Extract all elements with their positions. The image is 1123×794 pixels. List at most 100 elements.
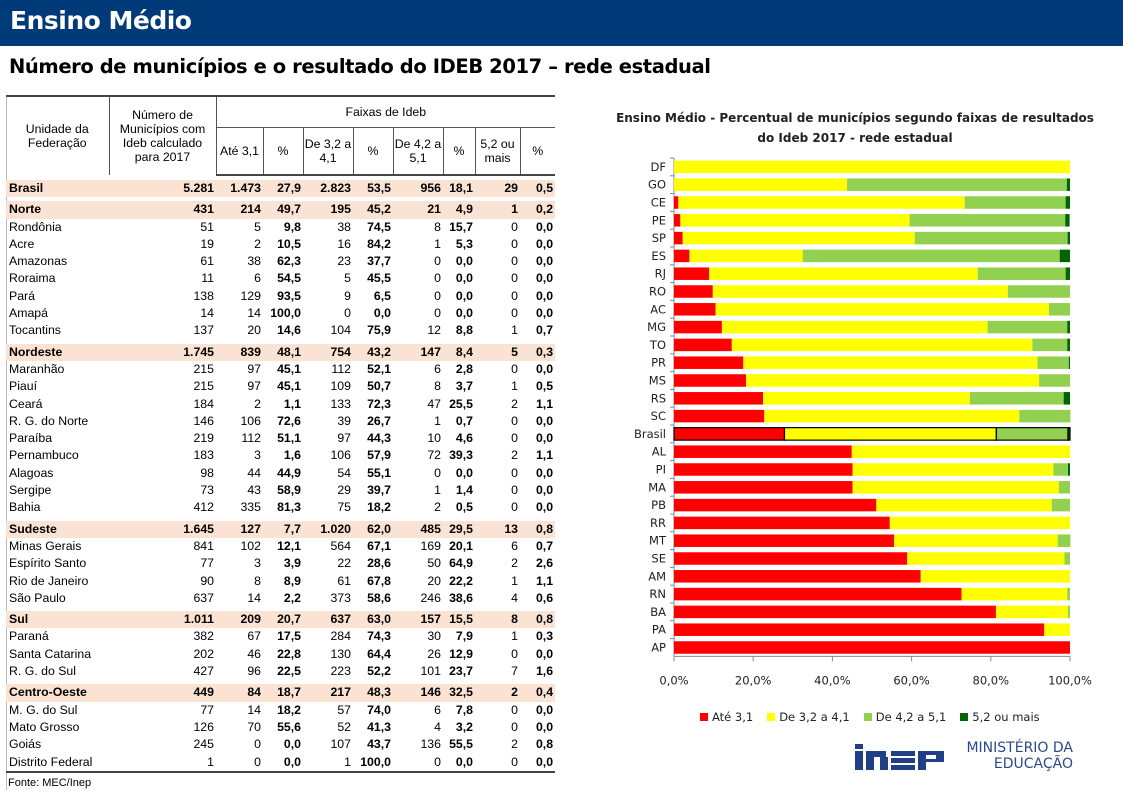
table-row: Minas Gerais 841 102 12,1 564 67,1 169 20,1 6 0,7 [6,538,555,555]
table-row: Maranhão 215 97 45,1 112 52,1 6 2,8 0 0,0 [6,361,555,378]
table-row: Santa Catarina 202 46 22,8 130 64,4 26 12,9 0 0,0 [6,646,555,663]
row-label: Sul [6,611,109,629]
cell-value: 46 [247,646,261,661]
cell-value: 2,6 [535,556,554,571]
bar-segment-MA-0 [674,481,853,494]
cell-value: 6 [434,702,441,717]
table-row: Acre 19 2 10,5 16 84,2 1 5,3 0 0,0 [6,236,555,253]
cell-value: 0 [511,254,518,269]
bar-segment-RS-3 [1063,392,1070,405]
bar-segment-MA-1 [852,481,1059,494]
cell-value: 39,7 [367,483,391,498]
page-subtitle: Número de municípios e o resultado do ID… [9,55,711,78]
cell-value: 62,0 [353,520,393,538]
cell-value: 0 [393,753,443,773]
bar-segment-RJ-0 [674,267,710,280]
y-tick-label: RJ [655,267,666,281]
cell-value: 18,2 [367,500,391,515]
cell-value: 0,0 [535,236,554,251]
cell-value: 184 [193,396,214,411]
cell-value: 67,8 [367,573,391,588]
cell-value: 6 [511,538,518,553]
cell-value: 637 [303,611,353,629]
bar-segment-RO-1 [712,285,1008,298]
bar-segment-ES-2 [802,249,1060,263]
cell-value: 0,0 [455,306,473,321]
cell-value: 217 [303,684,353,702]
cell-value: 0,0 [535,361,554,376]
y-tick-label: DF [651,160,666,174]
cell-value: 72,6 [277,413,301,428]
cell-value: 84 [216,684,263,702]
cell-value: 169 [420,538,441,553]
row-label: Santa Catarina [9,646,92,661]
x-tick-label: 60,0% [893,673,930,687]
row-label: Norte [6,201,109,219]
cell-value: 1.011 [109,611,216,629]
table-row: Paraná 382 67 17,5 284 74,3 30 7,9 1 0,3 [6,628,555,645]
cell-value: 62,3 [277,254,301,269]
inep-logo [855,744,944,770]
bar-segment-SC-0 [674,409,765,423]
cell-value: 14 [247,306,261,321]
cell-value: 51 [200,219,214,234]
cell-value: 130 [330,646,351,661]
y-tick-label: RR [650,516,666,530]
cell-value: 37,7 [367,254,391,269]
bar-segment-RJ-2 [977,267,1066,280]
row-label: Minas Gerais [9,538,82,553]
cell-value: 77 [200,556,214,571]
bar-segment-SP-0 [674,231,683,245]
y-tick-label: RS [651,391,666,405]
bar-segment-RJ-1 [709,267,978,280]
cell-value: 0 [511,306,518,321]
sub-header: % [353,127,394,176]
cell-value: 38,6 [449,590,473,605]
cell-value: 2 [511,737,518,752]
sub-header: Até 3,1 [216,127,264,176]
cell-value: 485 [393,520,443,538]
cell-value: 0 [511,413,518,428]
cell-value: 0,8 [520,611,556,629]
cell-value: 0,0 [535,719,554,734]
x-tick-label: 40,0% [814,673,851,687]
cell-value: 29 [475,180,520,198]
bar-segment-GO-3 [1066,178,1070,191]
bar-segment-CE-2 [964,196,1066,209]
row-label: Amazonas [9,254,68,269]
cell-value: 0 [434,288,441,303]
cell-value: 96 [247,664,261,679]
cell-value: 52 [337,719,351,734]
legend-item: Até 3,1 [700,710,753,724]
cell-value: 32,5 [443,684,475,702]
bar-segment-SC-1 [764,409,1020,423]
cell-value: 0,0 [535,288,554,303]
legend-swatch [960,713,969,721]
row-label: Nordeste [6,343,109,361]
cell-value: 57,9 [367,448,391,463]
bar-segment-PA-0 [674,623,1045,636]
x-tick-label: 100,0% [1048,673,1092,687]
table-row: Rondônia 51 5 9,8 38 74,5 8 15,7 0 0,0 [6,219,555,236]
cell-value: 1.473 [216,180,263,198]
cell-value: 5 [475,343,520,361]
sub-header: % [443,127,476,176]
cell-value: 39,3 [449,448,473,463]
cell-value: 0 [475,753,520,773]
cell-value: 70 [247,719,261,734]
cell-value: 75 [337,500,351,515]
row-label: Pernambuco [9,448,79,463]
cell-value: 3,9 [283,556,301,571]
cell-value: 0 [434,465,441,480]
cell-value: 2,8 [455,361,473,376]
chart-title-line-2: do Ideb 2017 - rede estadual [757,131,953,145]
bar-segment-RO-0 [674,285,713,298]
left-rule [6,95,7,790]
cell-value: 335 [240,500,261,515]
bar-segment-RO-2 [1007,285,1070,298]
cell-value: 67,1 [367,538,391,553]
table-row: Ceará 184 2 1,1 133 72,3 47 25,5 2 1,1 [6,396,555,413]
cell-value: 55,5 [449,737,473,752]
cell-value: 16 [337,236,351,251]
chart-plot: DF GO CE PE SP ES RJ RO AC MG TO PR MS RS SC Brasil AL PI… [634,157,1092,687]
